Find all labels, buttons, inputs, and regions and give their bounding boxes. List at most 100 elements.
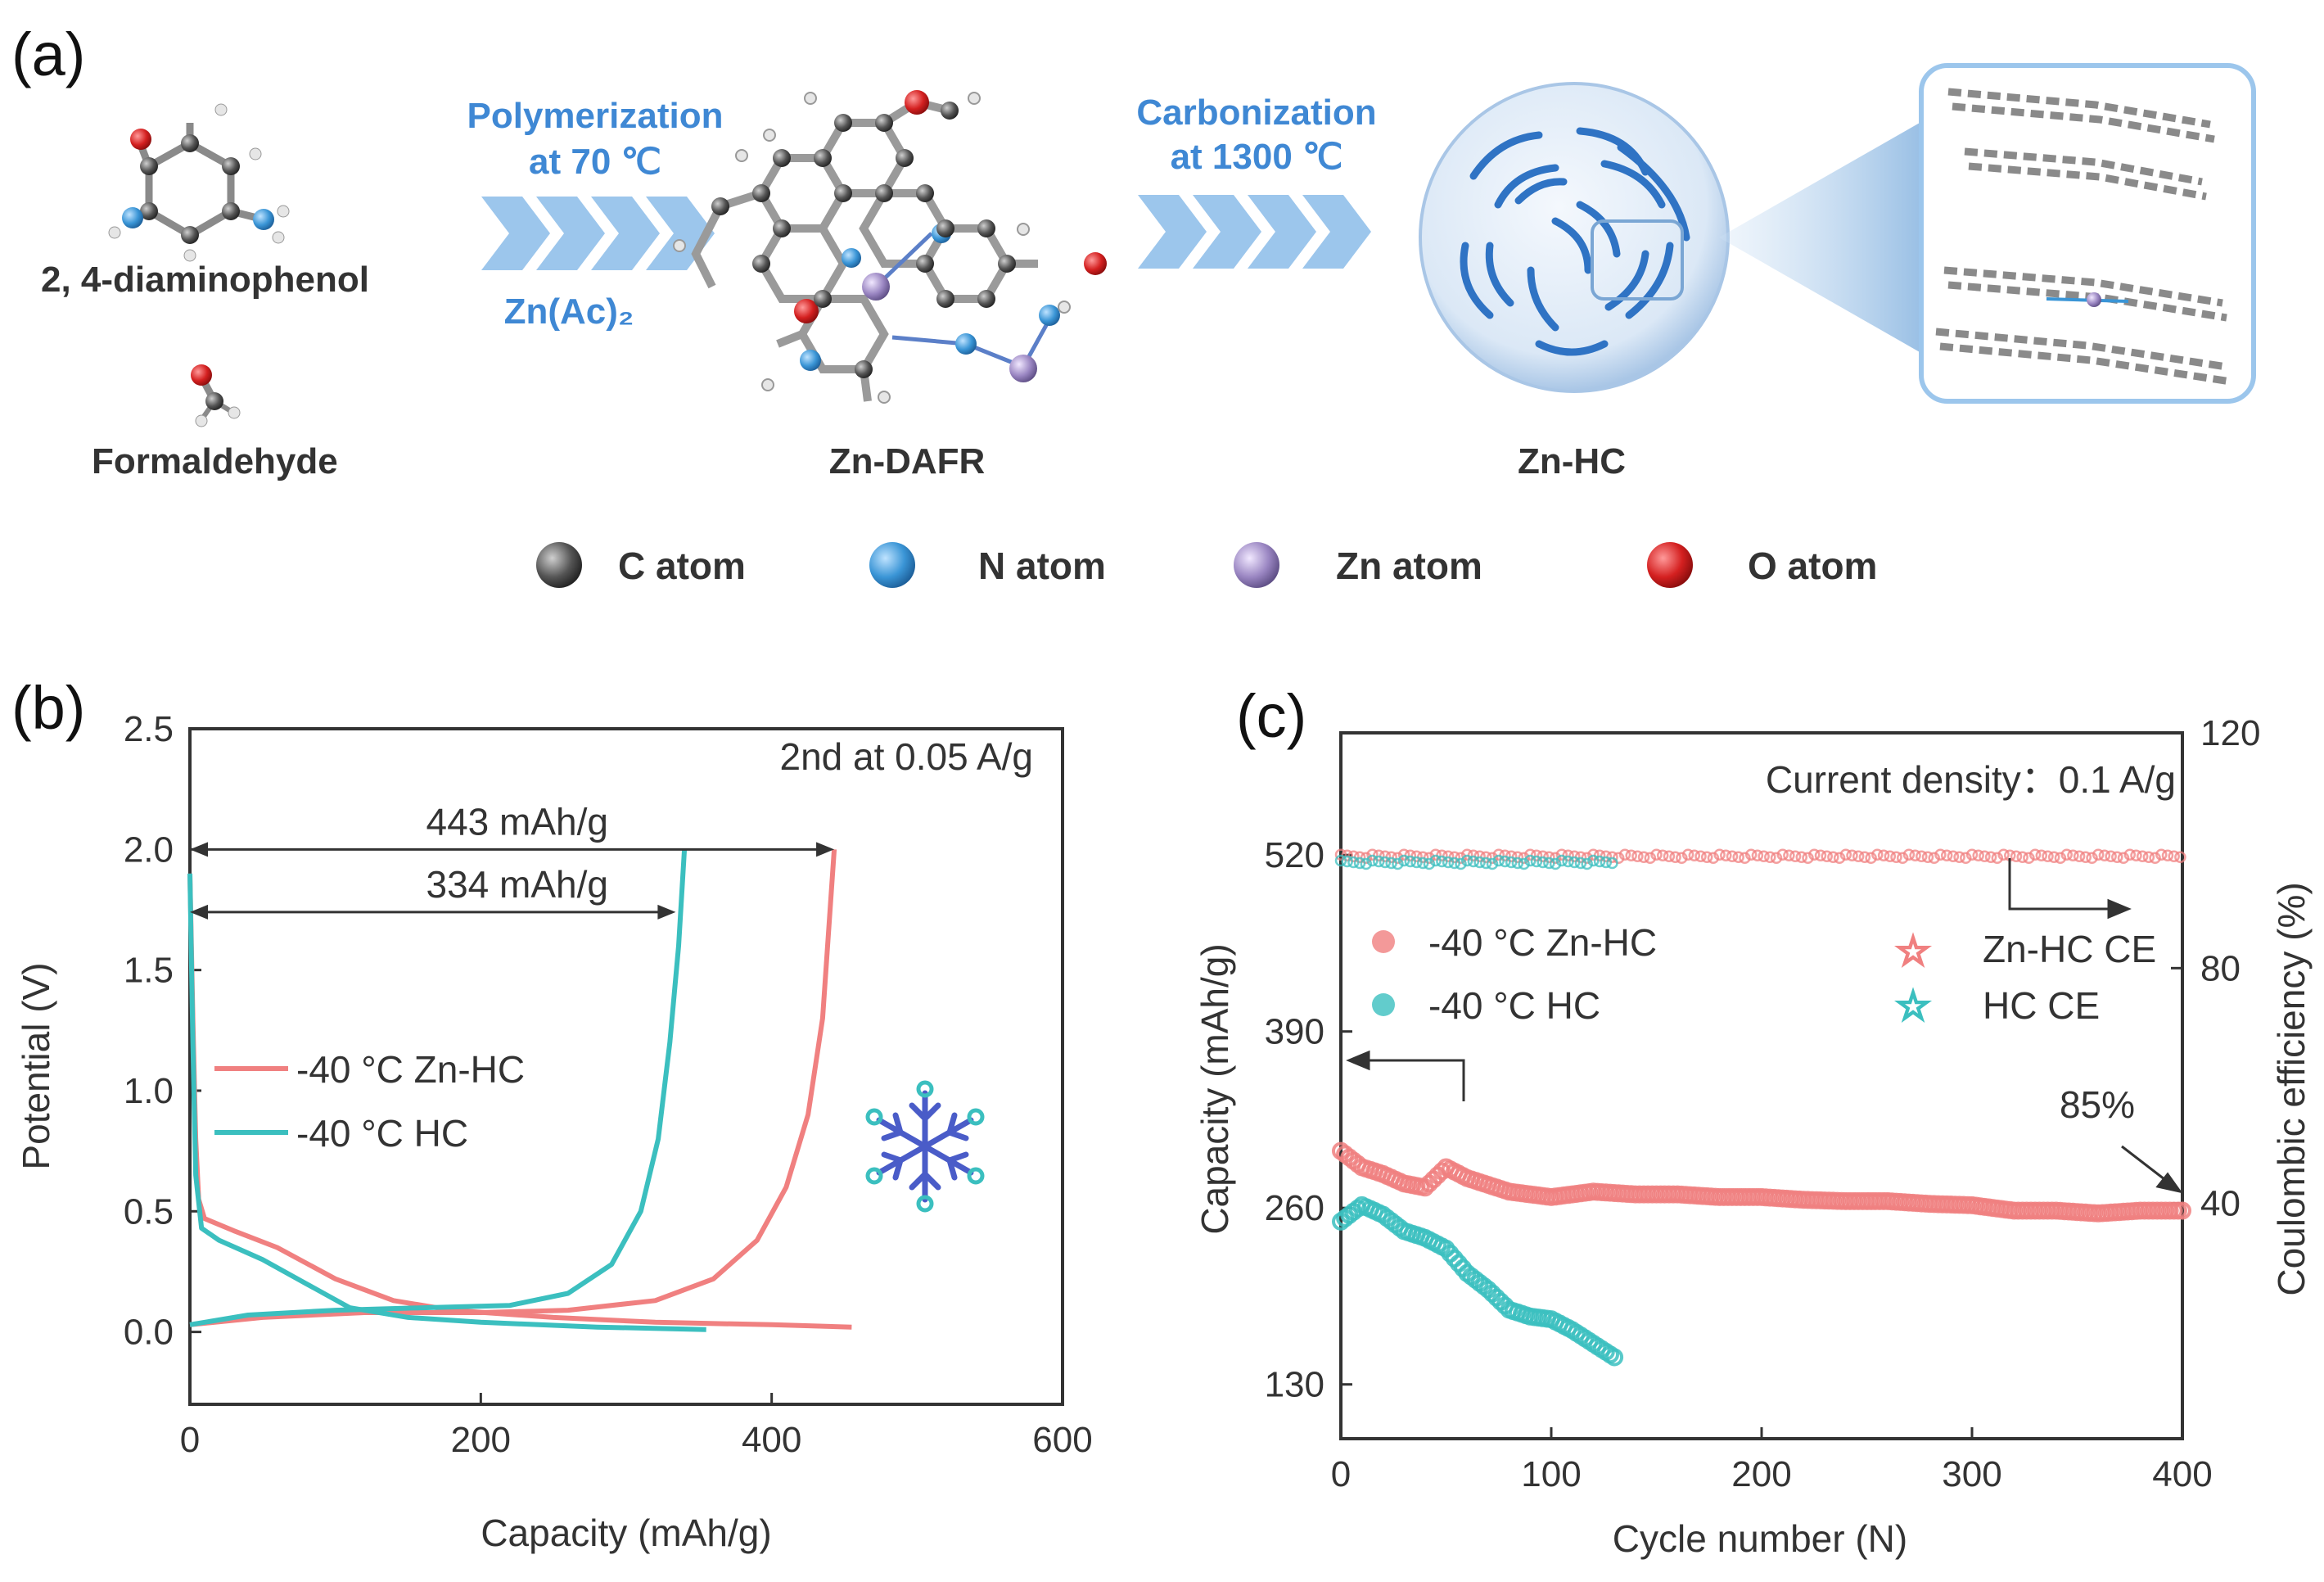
panel-c-ticks: 0 100 200 300 400 130 260 390 520 40 80 120: [1265, 713, 2261, 1494]
series-line-hc-discharge: [187, 873, 706, 1332]
data-point-hc-ce: [1499, 855, 1511, 868]
atom-legend-o-label: O atom: [1748, 545, 1877, 587]
data-point-zn-hc-ce: [2023, 852, 2035, 865]
data-point-hc-ce: [1581, 857, 1593, 870]
data-point-zn-hc-ce: [1555, 848, 1568, 861]
legend-star-hc-icon: ☆: [1895, 983, 1930, 1029]
panel-b-ytick-label: 1.5: [124, 951, 174, 991]
formaldehyde-molecule-icon: [191, 364, 241, 427]
data-point-zn-hc-ce: [2054, 852, 2067, 865]
panel-c-plot-frame: [1339, 731, 2184, 1440]
data-point-zn-hc-ce: [1921, 851, 1934, 864]
atom-legend-o: O atom: [1647, 542, 1877, 588]
data-point-zn-hc-ce: [1947, 850, 1960, 863]
data-point-hc-ce: [1568, 856, 1581, 869]
step-1-reagent-label: Zn(Ac)₂: [504, 292, 634, 332]
data-point-hc-ce: [1543, 857, 1555, 870]
atom-legend-zn-label: Zn atom: [1336, 545, 1482, 587]
right-axis-arrowhead-icon: [2107, 898, 2132, 920]
panel-b-xlabel: Capacity (mAh/g): [481, 1512, 771, 1554]
data-point-hc-ce: [1436, 855, 1448, 868]
data-point-zn-hc-ce: [1758, 850, 1770, 863]
data-point-zn-hc-ce: [2168, 850, 2180, 863]
data-point-zn-hc-ce: [1732, 851, 1744, 864]
snowflake-icon: [865, 1080, 985, 1213]
data-point-zn-hc-ce: [1965, 848, 1979, 861]
panel-b-ytick-label: 2.5: [124, 709, 174, 749]
data-point-zn-hc-ce: [1397, 848, 1410, 861]
data-point-zn-hc-ce: [1802, 852, 1814, 865]
step-1-temperature-label: at 70 ℃: [529, 142, 661, 182]
atom-legend-n-label: N atom: [978, 545, 1106, 587]
data-point-hc-ce: [1562, 855, 1574, 868]
panel-b-label: (b): [11, 674, 85, 742]
panel-b-ytick-label: 1.0: [124, 1071, 174, 1111]
data-point-zn-hc-ce: [2161, 849, 2174, 862]
data-point-zn-hc-ce: [1928, 852, 1940, 865]
data-point-zn-hc-ce: [2073, 850, 2086, 863]
panel-c-ylabel: Capacity (mAh/g): [1194, 943, 1236, 1234]
step-2-chevron-arrow-icon: [1138, 195, 1371, 269]
data-point-zn-hc-ce: [1808, 848, 1821, 861]
panel-a-label: (a): [11, 20, 85, 88]
panel-c-annotation: Current density：0.1 A/g: [1766, 758, 2176, 801]
data-point-zn-hc-ce: [1814, 849, 1827, 862]
data-point-zn-hc-ce: [1827, 851, 1839, 864]
legend-marker-hc: [1372, 993, 1395, 1016]
capacity-label-hc: 334 mAh/g: [426, 863, 608, 906]
panel-b-ytick-label: 0.5: [124, 1191, 174, 1232]
step-2-process-label: Carbonization: [1136, 93, 1376, 133]
panel-c-xtick-label: 0: [1331, 1454, 1351, 1494]
data-point-hc-ce: [1455, 857, 1467, 870]
data-point-zn-hc-ce: [1656, 849, 1669, 862]
data-point-zn-hc-ce: [2111, 851, 2123, 864]
data-point-hc-ce: [1379, 856, 1392, 869]
data-point-zn-hc-ce: [1429, 848, 1442, 861]
right-axis-indicator-arrow-icon: [2008, 858, 2116, 911]
series-line-zn-hc-charge: [189, 849, 837, 1327]
panel-b-ytick-label: 0.0: [124, 1313, 174, 1353]
data-point-zn-hc-ce: [1460, 848, 1473, 861]
data-point-zn-hc-ce: [2174, 851, 2186, 864]
retention-arrowhead-icon: [2155, 1172, 2183, 1194]
data-point-hc-ce: [1416, 857, 1429, 870]
diaminophenol-molecule-icon: [108, 103, 290, 262]
data-point-hc-ce: [1334, 854, 1347, 867]
data-point-hc-ce: [1347, 856, 1360, 869]
panel-c-y2tick-label: 80: [2200, 948, 2241, 988]
data-point-hc-ce: [1606, 857, 1618, 870]
series-line-hc-charge: [189, 849, 688, 1327]
step-1-process-label: Polymerization: [467, 96, 724, 136]
data-point-zn-hc-ce: [2142, 851, 2155, 864]
panel-c-xtick-label: 300: [1942, 1454, 2001, 1494]
product-zn-hc-label: Zn-HC: [1518, 441, 1626, 481]
data-point-zn-hc-ce: [1720, 849, 1732, 862]
atom-legend: C atom N atom Zn atom O atom: [536, 542, 1877, 588]
data-point-zn-hc-ce: [1877, 849, 1890, 862]
panel-c-xtick-label: 400: [2152, 1454, 2212, 1494]
data-point-zn-hc-ce: [1940, 849, 1953, 862]
data-point-hc-ce: [1587, 854, 1600, 867]
data-point-zn-hc-ce: [2105, 850, 2117, 863]
data-point-zn-hc-ce: [1676, 852, 1688, 865]
capacity-arrowhead-left-icon: [190, 904, 208, 920]
data-point-hc-ce: [1353, 857, 1366, 870]
data-point-hc-ce: [1460, 854, 1473, 867]
precursor-diaminophenol-label: 2, 4-diaminophenol: [41, 260, 369, 300]
data-point-hc-ce: [1505, 856, 1518, 869]
step-1-chevron-arrow-icon: [481, 197, 715, 270]
panel-c-axis-indicators: [1346, 858, 2183, 1194]
data-point-hc-ce: [1492, 854, 1505, 867]
step-2-temperature-label: at 1300 ℃: [1171, 137, 1343, 177]
data-point-zn-hc-ce: [2149, 852, 2161, 865]
graphene-layers-zoom-icon: [1919, 63, 2256, 404]
data-point-hc-ce: [1549, 857, 1562, 870]
data-point-zn-hc-ce: [1884, 850, 1897, 863]
data-point-zn-hc-ce: [1681, 848, 1694, 861]
data-point-hc-ce: [1600, 856, 1613, 869]
data-point-zn-hc-ce: [1997, 848, 2010, 861]
data-point-40-c-hc: [1605, 1348, 1624, 1367]
data-point-hc-ce: [1410, 856, 1423, 869]
o-atom-icon: [1647, 542, 1693, 588]
